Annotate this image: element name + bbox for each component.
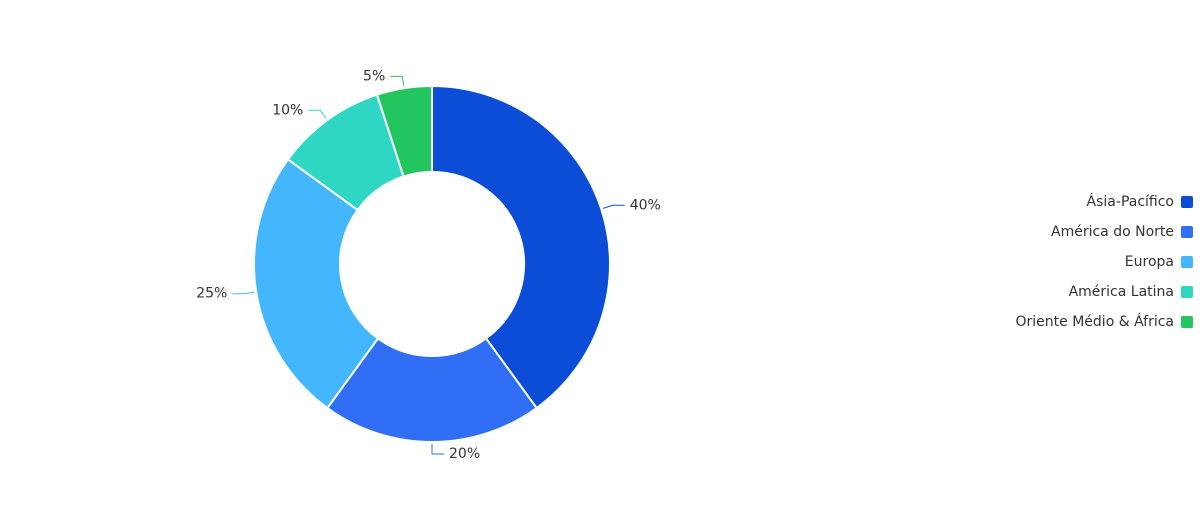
legend-label: Oriente Médio & África: [1016, 313, 1174, 330]
legend-label: América Latina: [1069, 284, 1174, 300]
leader-line: [232, 291, 255, 295]
leader-line: [431, 444, 444, 455]
legend-swatch: [1181, 286, 1193, 298]
legend-label: Europa: [1125, 254, 1174, 270]
legend-swatch: [1181, 226, 1193, 238]
donut-segment: [375, 84, 433, 178]
legend-swatch: [1181, 196, 1193, 208]
donut-segment: [253, 157, 380, 410]
leader-line: [603, 204, 625, 209]
data-label: 40%: [630, 197, 661, 213]
legend-swatch: [1181, 256, 1193, 268]
donut-segment: [431, 84, 611, 410]
legend-label: América do Norte: [1051, 224, 1174, 240]
data-label: 25%: [196, 286, 227, 302]
legend-label: Ásia-Pacífico: [1087, 193, 1174, 210]
donut-segment: [325, 337, 539, 443]
legend-swatch: [1181, 316, 1193, 328]
leader-line: [308, 109, 327, 119]
data-label: 5%: [363, 68, 385, 84]
data-label: 20%: [449, 446, 480, 462]
leader-line: [390, 75, 405, 87]
data-label: 10%: [272, 102, 303, 118]
